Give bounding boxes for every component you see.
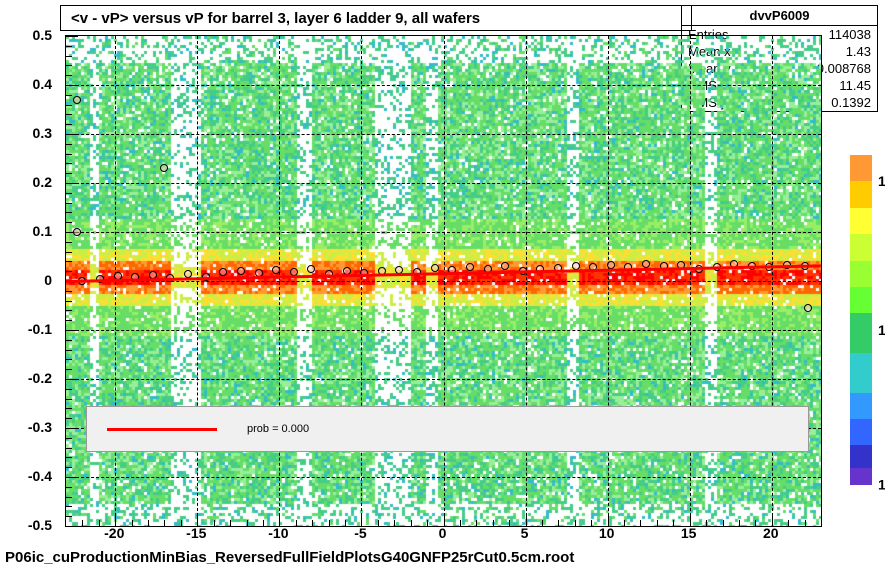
data-point-outlier — [73, 228, 81, 236]
y-axis-label: 0 — [44, 272, 52, 288]
colorbar-segment — [850, 393, 872, 419]
x-axis-label: -10 — [268, 525, 288, 541]
data-point-outlier — [73, 96, 81, 104]
x-axis-label: 0 — [439, 525, 447, 541]
y-axis-label: 0.2 — [33, 174, 52, 190]
x-axis-label: 5 — [521, 525, 529, 541]
y-axis-label: 0.1 — [33, 223, 52, 239]
chart-title-box: <v - vP> versus vP for barrel 3, layer 6… — [60, 5, 692, 31]
colorbar-segment — [850, 287, 872, 313]
legend-box: prob = 0.000 — [86, 406, 809, 452]
stats-value: 1.43 — [846, 44, 871, 59]
colorbar-segment — [850, 155, 872, 181]
colorbar-segment — [850, 313, 872, 353]
data-point — [237, 267, 245, 275]
y-axis-label: -0.3 — [28, 419, 52, 435]
stats-value: 11.45 — [839, 78, 871, 93]
colorbar-segment — [850, 181, 872, 207]
stats-value: 0.008768 — [817, 61, 871, 76]
x-axis-label: 10 — [599, 525, 615, 541]
data-point — [466, 263, 474, 271]
plot-area: prob = 0.000 — [65, 35, 822, 527]
x-axis-label: 20 — [763, 525, 779, 541]
data-point — [431, 264, 439, 272]
colorbar-segment — [850, 261, 872, 287]
colorbar-label: 1 — [878, 322, 885, 338]
stats-header: dvvP6009 — [682, 6, 877, 26]
colorbar-label: 10 — [878, 173, 885, 189]
x-axis-labels: -20 -15 -10 -5 0 5 10 15 20 — [65, 525, 820, 545]
data-point-outlier — [804, 304, 812, 312]
colorbar-segment — [850, 234, 872, 260]
colorbar-segment — [850, 208, 872, 234]
colorbar-segment — [850, 353, 872, 393]
y-axis-label: 0.5 — [33, 27, 52, 43]
x-axis-label: -5 — [354, 525, 366, 541]
data-point — [219, 268, 227, 276]
colorbar-segment — [850, 445, 872, 468]
colorbar-segment — [850, 468, 872, 485]
colorbar: 10110⁻ — [850, 155, 872, 485]
y-axis-label: -0.5 — [28, 517, 52, 533]
y-axis-label: 0.3 — [33, 125, 52, 141]
stats-value: 114038 — [829, 27, 871, 42]
data-point-outlier — [160, 164, 168, 172]
colorbar-segment — [850, 419, 872, 445]
y-axis-label: -0.4 — [28, 468, 52, 484]
chart-title: <v - vP> versus vP for barrel 3, layer 6… — [71, 10, 480, 27]
footer-filename: P06ic_cuProductionMinBias_ReversedFullFi… — [5, 549, 574, 566]
x-axis-label: 15 — [681, 525, 697, 541]
x-axis-label: -20 — [104, 525, 124, 541]
x-axis-label: -15 — [186, 525, 206, 541]
legend-line-sample — [107, 428, 217, 431]
data-point — [642, 260, 650, 268]
data-point — [307, 265, 315, 273]
y-axis-label: 0.4 — [33, 76, 52, 92]
data-point — [272, 266, 280, 274]
legend-prob-text: prob = 0.000 — [247, 423, 309, 435]
colorbar-label: 10⁻ — [878, 477, 885, 494]
data-point — [501, 262, 509, 270]
stats-value: 0.1392 — [831, 95, 871, 110]
y-axis-labels: -0.5-0.4-0.3-0.2-0.100.10.20.30.40.5 — [0, 35, 60, 525]
y-axis-label: -0.2 — [28, 370, 52, 386]
y-axis-label: -0.1 — [28, 321, 52, 337]
